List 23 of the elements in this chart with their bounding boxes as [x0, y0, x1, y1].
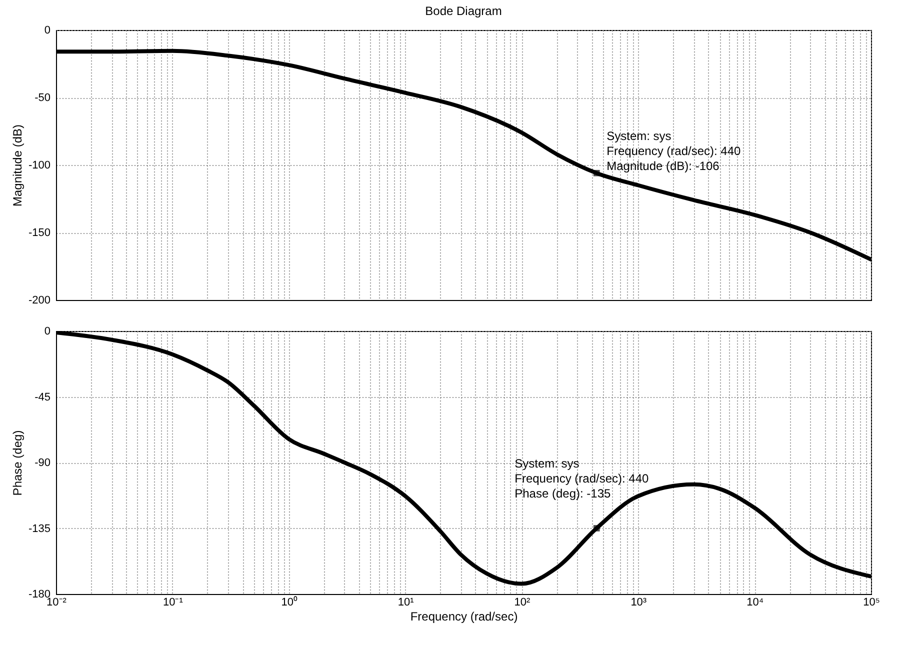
x-tick-label: 10⁵	[863, 596, 880, 608]
x-tick-label: 10⁻²	[46, 596, 67, 608]
y-tick-label: -135	[28, 522, 50, 535]
y-tick-label: -90	[34, 457, 50, 469]
annotation: System: sys Frequency (rad/sec): 440 Magnitude (dB): -106	[606, 129, 742, 174]
annotation: System: sys Frequency (rad/sec): 440 Phase (deg): -135	[514, 456, 650, 500]
y-tick-label: 0	[44, 24, 50, 36]
y-tick-label: -100	[28, 160, 50, 172]
x-tick-label: 10⁻¹	[162, 596, 184, 608]
x-axis-title: Frequency (rad/sec)	[410, 610, 518, 624]
x-tick-label: 10³	[630, 596, 647, 608]
y-tick-label: 0	[44, 326, 50, 338]
y-tick-label: -50	[34, 92, 50, 104]
y-axis-title: Phase (deg)	[10, 430, 24, 496]
y-tick-label: -150	[28, 227, 50, 239]
x-tick-label: 10¹	[398, 596, 414, 608]
x-tick-label: 10²	[514, 596, 530, 608]
x-tick-label: 10⁰	[281, 596, 298, 608]
y-axis-title: Magnitude (dB)	[10, 124, 24, 207]
y-tick-label: -45	[34, 391, 50, 404]
x-tick-label: 10⁴	[746, 596, 764, 608]
chart-title: Bode Diagram	[425, 4, 502, 18]
y-tick-label: -200	[28, 294, 50, 306]
